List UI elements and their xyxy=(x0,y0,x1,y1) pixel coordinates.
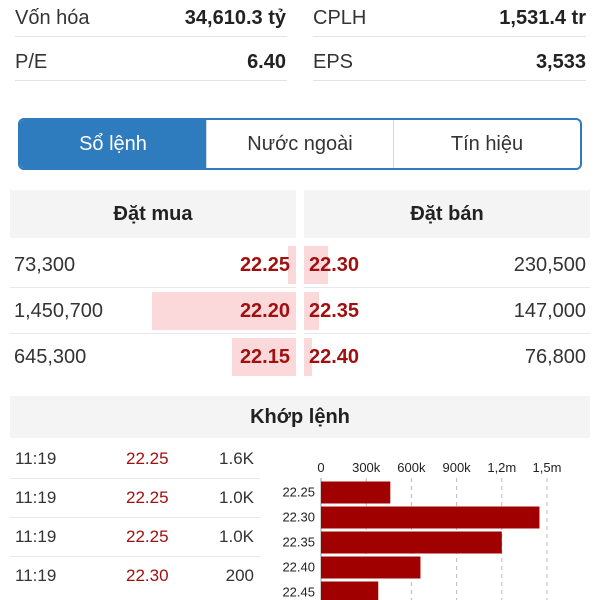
volume-bar xyxy=(321,556,421,579)
x-tick-label: 1,5m xyxy=(533,460,562,475)
tab-signals[interactable]: Tín hiệu xyxy=(450,132,524,155)
sell-price[interactable]: 22.40 xyxy=(309,345,360,368)
stat-row: Vốn hóa 34,610.3 tỷ CPLH 1,531.4 tr xyxy=(0,0,600,42)
sell-orders-header: Đặt bán xyxy=(304,190,590,238)
trade-time: 11:19 xyxy=(15,566,57,585)
buy-depth-bar xyxy=(288,246,296,284)
volume-bar xyxy=(321,481,391,504)
trade-volume: 200 xyxy=(225,566,254,585)
orderbook-row: 1,450,700 22.20 22.35 147,000 xyxy=(0,288,600,334)
buy-depth-bar xyxy=(152,292,296,330)
divider xyxy=(10,333,296,334)
tab-foreign[interactable]: Nước ngoài xyxy=(207,120,394,168)
buy-volume: 73,300 xyxy=(14,253,76,276)
divider xyxy=(10,478,260,479)
trade-row: 11:19 22.30 200 xyxy=(10,557,260,596)
divider xyxy=(304,287,590,288)
trade-price: 22.25 xyxy=(126,527,169,546)
buy-volume: 645,300 xyxy=(14,345,87,368)
sell-depth-bar xyxy=(304,246,328,284)
sell-depth-bar xyxy=(304,338,312,376)
matched-orders-header: Khớp lệnh xyxy=(10,396,590,438)
shares-outstanding-value: 1,531.4 tr xyxy=(499,6,586,29)
orderbook-row: 73,300 22.25 22.30 230,500 xyxy=(0,242,600,288)
trade-volume: 1.0K xyxy=(219,527,254,546)
pe-value: 6.40 xyxy=(247,50,286,73)
trade-volume: 1.6K xyxy=(219,449,254,468)
chart-svg: 0 300k 600k 900k 1,2m 1,5m 22.25 22.30 22.35 22.4… xyxy=(282,460,562,600)
y-tick-label: 22.30 xyxy=(282,510,315,525)
x-tick-label: 0 xyxy=(317,460,324,475)
x-tick-label: 300k xyxy=(352,460,381,475)
x-tick-label: 1,2m xyxy=(487,460,516,475)
divider xyxy=(313,80,586,81)
buy-price[interactable]: 22.15 xyxy=(239,345,290,368)
y-tick-label: 22.35 xyxy=(282,535,315,550)
volume-bar xyxy=(321,506,540,529)
y-tick-label: 22.25 xyxy=(282,485,315,500)
volume-bar xyxy=(321,531,502,554)
divider xyxy=(304,333,590,334)
sell-volume: 230,500 xyxy=(513,253,586,276)
buy-volume: 1,450,700 xyxy=(14,299,103,322)
trade-row: 11:19 22.25 1.0K xyxy=(10,479,260,518)
divider xyxy=(10,517,260,518)
trade-price: 22.25 xyxy=(126,488,169,507)
trade-volume: 1.0K xyxy=(219,488,254,507)
eps-value: 3,533 xyxy=(535,50,586,73)
y-tick-label: 22.40 xyxy=(282,560,315,575)
trade-price: 22.30 xyxy=(126,566,169,585)
shares-outstanding-label: CPLH xyxy=(313,6,367,29)
trade-price: 22.25 xyxy=(126,449,169,468)
trade-time: 11:19 xyxy=(15,488,57,507)
market-cap-label: Vốn hóa xyxy=(15,6,90,29)
trade-row: 11:19 22.25 1.0K xyxy=(10,518,260,557)
trade-time: 11:19 xyxy=(15,527,57,546)
pe-label: P/E xyxy=(15,50,48,73)
sell-volume: 147,000 xyxy=(513,299,586,322)
volume-bar xyxy=(321,581,379,600)
divider xyxy=(313,36,586,37)
eps-label: EPS xyxy=(313,50,354,73)
divider xyxy=(15,36,287,37)
divider xyxy=(10,287,296,288)
x-tick-label: 600k xyxy=(397,460,426,475)
y-tick-label: 22.45 xyxy=(282,585,315,600)
trade-time: 11:19 xyxy=(15,449,57,468)
tab-bar: Sổ lệnh Nước ngoài Tín hiệu xyxy=(18,118,582,170)
sell-volume: 76,800 xyxy=(524,345,586,368)
trade-row: 11:19 22.25 1.6K xyxy=(10,440,260,479)
x-tick-label: 900k xyxy=(442,460,471,475)
sell-price[interactable]: 22.35 xyxy=(309,299,360,322)
divider xyxy=(15,80,287,81)
buy-price[interactable]: 22.25 xyxy=(239,253,290,276)
tab-order-book[interactable]: Sổ lệnh xyxy=(20,120,207,168)
buy-price[interactable]: 22.20 xyxy=(239,299,290,322)
volume-by-price-chart: 0 300k 600k 900k 1,2m 1,5m 22.25 22.30 22.35 22.4… xyxy=(270,450,595,600)
sell-depth-bar xyxy=(304,292,319,330)
divider xyxy=(10,556,260,557)
stat-row: P/E 6.40 EPS 3,533 xyxy=(0,40,600,86)
buy-orders-header: Đặt mua xyxy=(10,190,296,238)
sell-price[interactable]: 22.30 xyxy=(309,253,360,276)
orderbook-row: 645,300 22.15 22.40 76,800 xyxy=(0,334,600,380)
market-cap-value: 34,610.3 tỷ xyxy=(184,6,286,29)
buy-depth-bar xyxy=(232,338,296,376)
